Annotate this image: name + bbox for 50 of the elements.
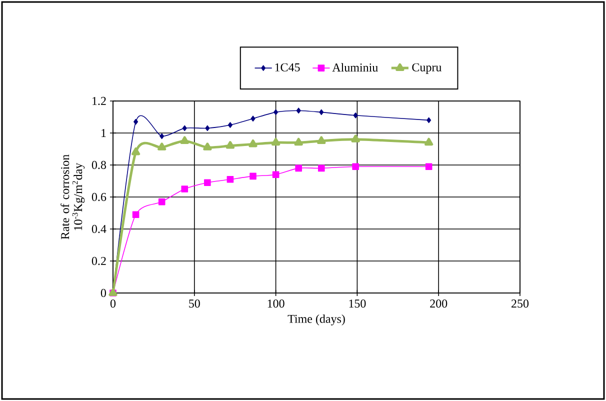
point — [226, 141, 234, 149]
x-tick-label: 250 — [512, 300, 529, 308]
point — [426, 117, 432, 124]
x-tick-label: 200 — [430, 300, 448, 308]
point — [181, 186, 188, 192]
legend-label: 1C45 — [275, 63, 300, 72]
point — [352, 163, 359, 170]
point — [296, 108, 301, 114]
y-tick-label: 0.2 — [92, 256, 106, 266]
point — [272, 171, 280, 178]
point — [228, 122, 232, 128]
y-tick-label: 0.8 — [92, 160, 106, 170]
legend-label: Aluminiu — [332, 63, 378, 72]
point — [132, 211, 140, 218]
point — [158, 198, 166, 206]
point — [351, 134, 360, 142]
point — [250, 172, 256, 180]
point — [248, 139, 258, 148]
point — [134, 118, 138, 125]
point — [182, 125, 187, 132]
point — [319, 109, 324, 116]
point — [226, 176, 234, 183]
point — [272, 138, 280, 146]
y-tick-label: 0.4 — [92, 224, 106, 234]
point — [353, 112, 358, 118]
y-tick-label: 1 — [102, 129, 106, 137]
point — [204, 179, 211, 186]
x-tick-label: 50 — [189, 300, 200, 308]
point — [294, 138, 303, 146]
point — [318, 164, 325, 172]
point — [250, 116, 256, 122]
x-tick-label: 150 — [349, 300, 366, 308]
point — [203, 142, 212, 150]
point — [180, 136, 189, 144]
y-tick-label: 1.2 — [92, 96, 106, 106]
x-axis-title: Time (days) — [288, 314, 345, 326]
point — [160, 133, 164, 140]
point — [274, 109, 278, 116]
legend-label: Cupru — [412, 63, 442, 74]
point — [132, 147, 140, 156]
y-tick-label: 0.6 — [92, 192, 106, 202]
point — [424, 138, 434, 146]
point — [205, 125, 210, 132]
x-tick-label: 100 — [268, 300, 284, 308]
point — [317, 136, 326, 144]
point — [425, 163, 432, 170]
y-tick-label: 0 — [100, 288, 106, 298]
x-tick-label: 0 — [110, 300, 116, 308]
point — [295, 164, 302, 172]
point — [158, 142, 166, 150]
